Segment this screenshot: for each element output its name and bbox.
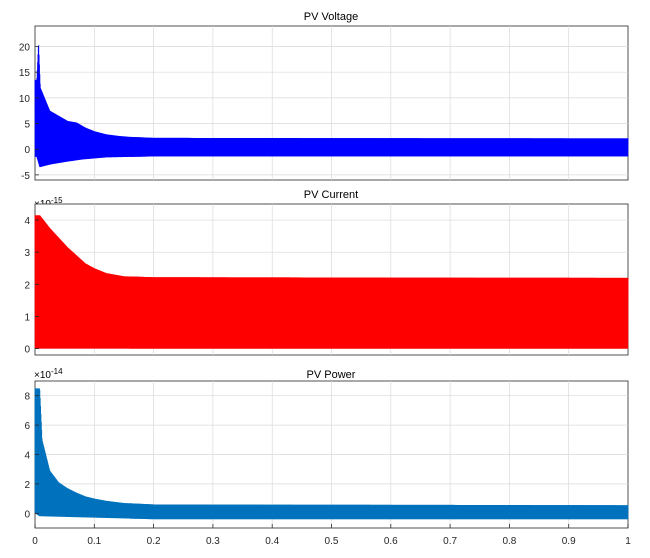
xtick-label: 0.9 [562, 536, 576, 547]
pv-power-title: PV Power [307, 369, 356, 381]
pv-voltage-ytick-label: 20 [19, 43, 31, 54]
xtick-label: 0 [32, 536, 38, 547]
pv-current-yticks: 4 3 2 1 0 [24, 216, 39, 356]
pv-power-signal [34, 388, 629, 520]
pv-voltage-ytick-label: 10 [19, 94, 31, 105]
pv-power-grid [35, 381, 628, 528]
pv-power-ytick-label: 0 [24, 509, 30, 520]
xtick-label: 0.6 [384, 536, 398, 547]
pv-current-steady-band [129, 276, 628, 349]
pv-current-title: PV Current [304, 189, 358, 201]
panel-pv-power: PV Power ×10-14 8 6 4 2 0 0 0.1 0.2 0.3 0.4 0.5 0.… [24, 367, 631, 547]
pv-current-ytick-label: 2 [24, 280, 30, 291]
pv-current-ytick-label: 4 [24, 216, 30, 227]
pv-power-ytick-label: 4 [24, 451, 30, 462]
pv-current-ytick-label: 1 [24, 312, 30, 323]
pv-power-xticks: 0 0.1 0.2 0.3 0.4 0.5 0.6 0.7 0.8 0.9 1 [32, 524, 631, 547]
pv-current-signal [34, 215, 629, 349]
xtick-label: 0.2 [147, 536, 161, 547]
pv-voltage-ytick-label: -5 [21, 171, 30, 182]
xtick-label: 0.5 [325, 536, 339, 547]
xtick-label: 0.7 [443, 536, 457, 547]
pv-power-exponent: ×10-14 [34, 367, 63, 381]
xtick-label: 0.4 [265, 536, 279, 547]
xtick-label: 0.3 [206, 536, 220, 547]
xtick-label: 0.8 [502, 536, 516, 547]
pv-voltage-ytick-label: 15 [19, 68, 31, 79]
xtick-label: 0.1 [87, 536, 101, 547]
pv-current-ytick-label: 0 [24, 345, 30, 356]
pv-voltage-ytick-label: 5 [24, 120, 30, 131]
panel-pv-voltage: PV Voltage 20 15 10 5 0 -5 [19, 11, 629, 182]
pv-power-ytick-label: 2 [24, 480, 30, 491]
pv-power-ytick-label: 6 [24, 421, 30, 432]
pv-power-steady-band [129, 503, 628, 520]
pv-voltage-yticks: 20 15 10 5 0 -5 [19, 43, 39, 182]
pv-power-ytick-label: 8 [24, 392, 30, 403]
pv-voltage-signal [34, 45, 629, 168]
pv-voltage-title: PV Voltage [304, 11, 358, 23]
xtick-label: 1 [625, 536, 631, 547]
pv-power-yticks: 8 6 4 2 0 [24, 392, 39, 520]
pv-voltage-ytick-label: 0 [24, 145, 30, 156]
pv-voltage-steady-band [129, 136, 628, 157]
pv-current-ytick-label: 3 [24, 248, 30, 259]
